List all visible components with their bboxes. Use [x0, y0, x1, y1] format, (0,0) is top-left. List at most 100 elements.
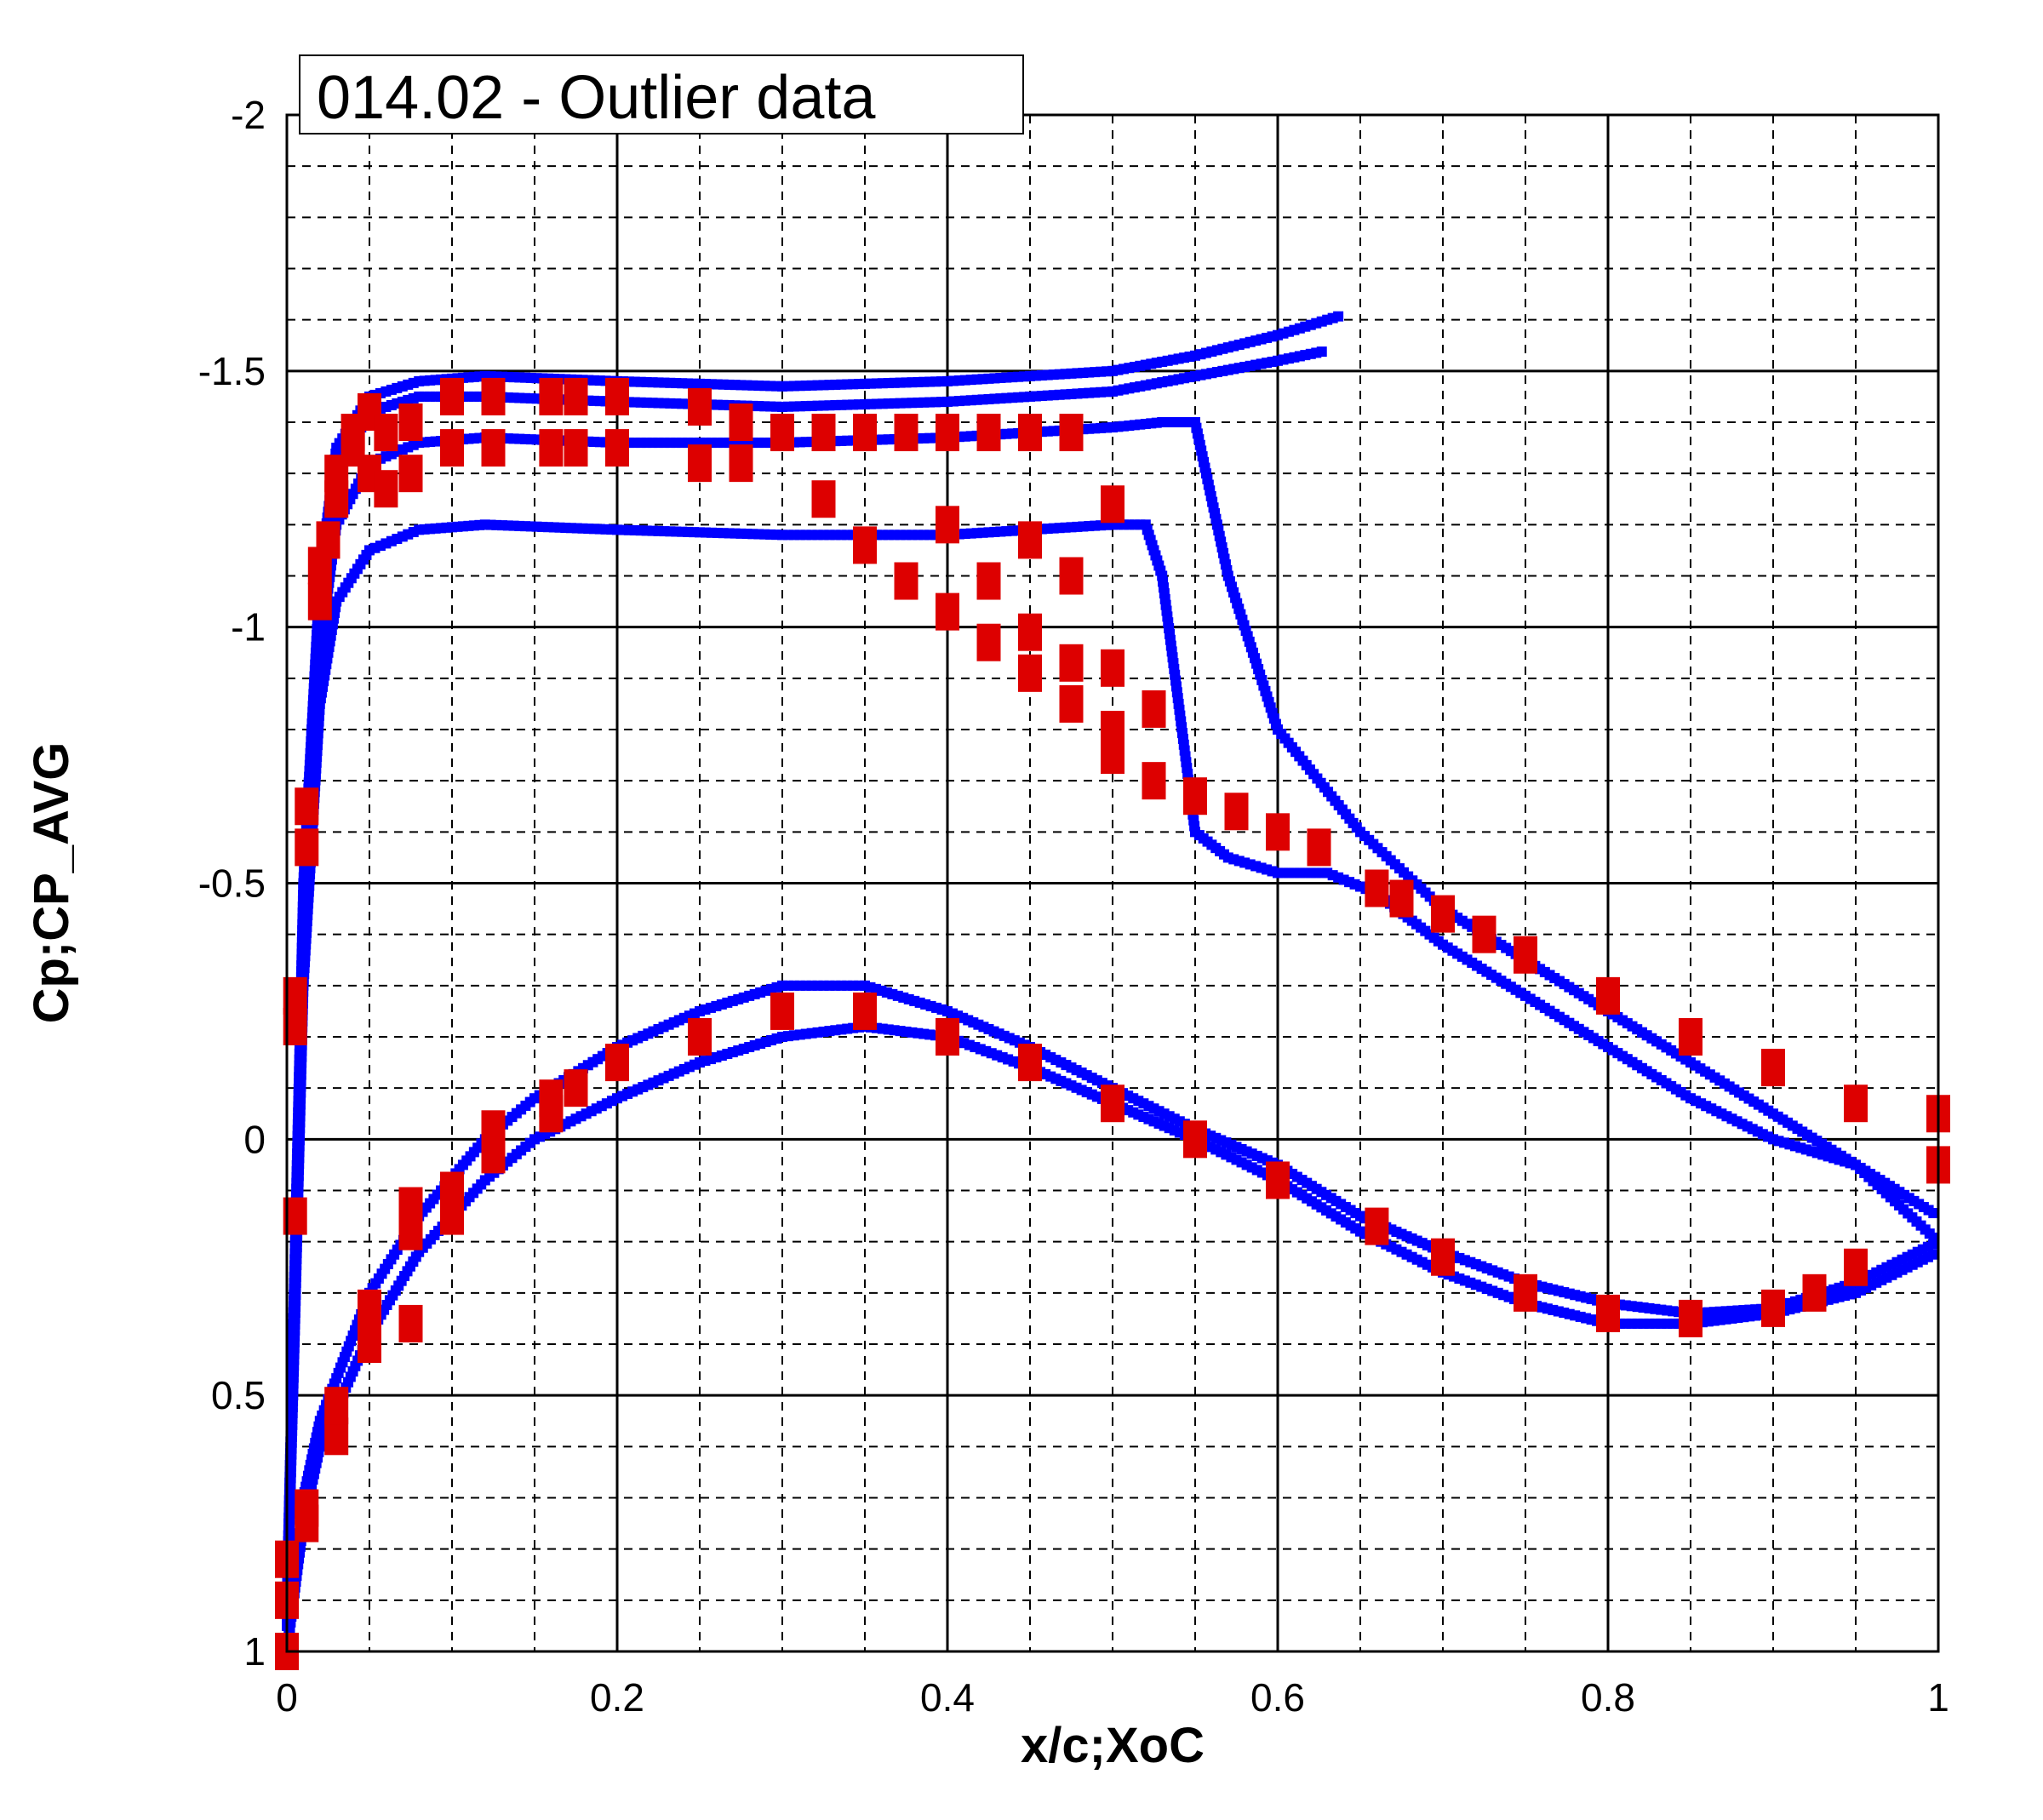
red-data-point	[564, 1069, 588, 1107]
red-data-point	[1059, 414, 1084, 452]
plot-frame	[285, 113, 1940, 1653]
blue-data-point	[965, 431, 976, 442]
title-box	[299, 54, 1024, 134]
red-data-point	[1059, 557, 1084, 595]
y-tick-label: 1	[243, 1629, 266, 1674]
blue-data-point	[430, 391, 441, 402]
x-tick-labels: 0 0.2 0.4 0.6 0.8 1	[276, 1675, 1949, 1720]
red-data-point	[894, 414, 918, 452]
y-axis-label: Cp;CP_AVG	[24, 742, 79, 1024]
red-data-point	[1431, 1238, 1455, 1276]
red-data-point	[1307, 828, 1331, 867]
blue-data-point	[1333, 311, 1344, 322]
red-data-point	[1679, 1018, 1702, 1056]
red-data-point	[398, 1304, 423, 1342]
red-data-point	[440, 429, 464, 467]
x-tick-label: 0.8	[1581, 1675, 1635, 1720]
red-data-point	[1101, 649, 1125, 687]
red-data-point	[976, 623, 1001, 661]
y-tick-label: -2	[231, 93, 266, 137]
red-data-point	[440, 377, 464, 415]
red-data-point	[770, 992, 794, 1030]
red-data-point	[1018, 1044, 1042, 1082]
y-tick-label: 0	[243, 1117, 266, 1161]
blue-data-point	[1316, 346, 1327, 358]
red-data-point	[811, 480, 836, 518]
red-data-point	[853, 992, 877, 1030]
x-tick-label: 0	[276, 1675, 298, 1720]
red-data-point	[1389, 879, 1414, 918]
grid	[287, 115, 1938, 1651]
red-data-point	[1059, 684, 1084, 723]
red-data-point	[1101, 1085, 1125, 1123]
red-data-point	[688, 387, 712, 426]
red-data-point	[398, 455, 423, 493]
red-data-point	[811, 414, 836, 452]
red-data-point	[1183, 1120, 1207, 1159]
red-data-point	[539, 377, 564, 415]
red-data-point	[1761, 1049, 1785, 1087]
blue-data-point	[430, 375, 441, 386]
x-tick-label: 0.4	[920, 1675, 975, 1720]
x-tick-label: 0.6	[1250, 1675, 1305, 1720]
red-data-point	[894, 562, 918, 600]
red-data-point	[1761, 1289, 1785, 1327]
red-data-point	[936, 506, 959, 544]
red-data-point	[374, 470, 398, 508]
red-data-point	[1059, 644, 1084, 682]
red-data-point	[440, 1171, 464, 1210]
red-data-point	[1844, 1248, 1868, 1286]
red-data-point	[976, 562, 1001, 600]
red-data-point	[1101, 736, 1125, 775]
red-data-point	[398, 403, 423, 441]
red-data-point	[688, 1018, 712, 1056]
red-data-point	[1266, 813, 1290, 851]
blue-data-point	[1256, 862, 1267, 873]
x-axis-label: x/c;XoC	[1021, 1718, 1205, 1773]
y-tick-label: -0.5	[198, 861, 266, 906]
red-data-point	[1365, 869, 1389, 907]
red-data-point	[1018, 654, 1042, 692]
blue-data-point	[1927, 1239, 1938, 1250]
red-data-point	[729, 403, 753, 441]
red-data-point	[770, 414, 794, 452]
red-data-point	[1101, 485, 1125, 524]
y-tick-label: -1	[231, 605, 266, 650]
red-data-point	[1142, 690, 1166, 728]
red-data-point	[1365, 1207, 1389, 1245]
red-data-point	[1018, 414, 1042, 452]
red-data-point	[358, 1289, 381, 1327]
red-data-point	[1514, 1273, 1537, 1312]
red-data-point	[564, 429, 588, 467]
red-data-point	[936, 1018, 959, 1056]
blue-data-point	[430, 523, 441, 534]
red-data-point	[564, 377, 588, 415]
red-data-point	[688, 444, 712, 483]
y-tick-label: -1.5	[198, 349, 266, 393]
blue-data-point	[1927, 1249, 1938, 1260]
blue-data-point	[1042, 426, 1053, 437]
red-data-point	[605, 429, 629, 467]
red-data-point	[729, 444, 753, 483]
red-data-point	[976, 414, 1001, 452]
red-data-point	[1514, 936, 1537, 974]
red-data-point	[307, 582, 332, 621]
red-data-point	[481, 1136, 506, 1174]
red-data-point	[936, 592, 959, 631]
red-data-point	[605, 1044, 629, 1082]
red-data-point	[316, 521, 340, 559]
red-data-point	[1596, 1294, 1620, 1332]
red-data-point	[539, 429, 564, 467]
red-data-point	[398, 1187, 423, 1225]
red-data-point	[1266, 1161, 1290, 1199]
x-tick-label: 0.2	[590, 1675, 644, 1720]
red-data-point	[936, 414, 959, 452]
red-data-point	[1142, 762, 1166, 800]
red-data-point	[1679, 1299, 1702, 1337]
red-data-point	[1018, 613, 1042, 651]
red-data-point	[374, 414, 398, 452]
red-data-point	[1224, 793, 1249, 831]
x-tick-label: 1	[1927, 1675, 1949, 1720]
